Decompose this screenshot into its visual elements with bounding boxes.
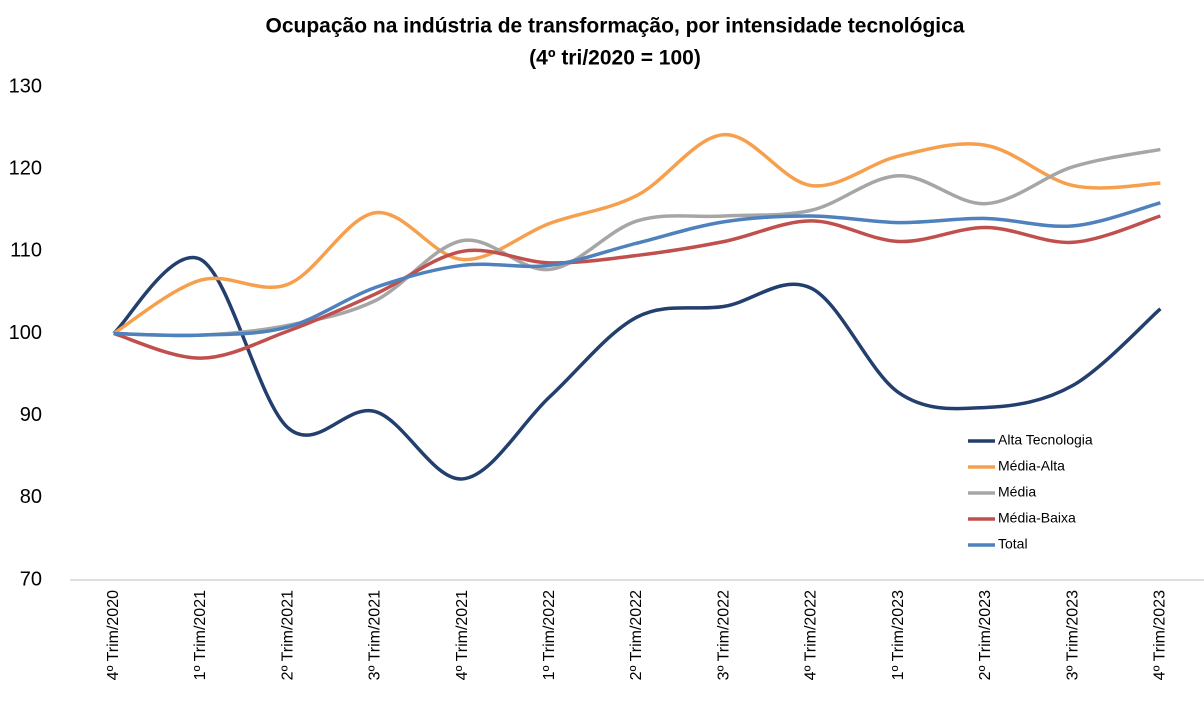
y-tick-label: 70 <box>20 568 42 590</box>
x-tick-label: 1º Trim/2023 <box>890 590 907 680</box>
series-line <box>113 214 1161 360</box>
x-tick-label: 4º Trim/2022 <box>803 590 820 680</box>
series-line <box>113 201 1161 338</box>
x-tick-label: 3º Trim/2022 <box>715 590 732 680</box>
x-tick-label: 2º Trim/2023 <box>977 590 994 680</box>
y-tick-label: 110 <box>10 240 42 262</box>
series-line <box>112 132 1161 335</box>
y-tick-label: 90 <box>20 404 42 426</box>
series-line <box>112 255 1162 481</box>
x-tick-label: 4º Trim/2020 <box>105 590 122 680</box>
chart-title: Ocupação na indústria de transformação, … <box>266 15 965 38</box>
x-tick-label: 4º Trim/2021 <box>454 590 471 680</box>
x-tick-label: 4º Trim/2023 <box>1152 590 1169 680</box>
legend-label: Total <box>998 536 1028 552</box>
y-tick-label: 130 <box>9 75 42 97</box>
legend-label: Média <box>998 484 1036 500</box>
y-tick-label: 80 <box>20 486 42 508</box>
x-tick-label: 2º Trim/2022 <box>628 590 645 680</box>
y-tick-label: 100 <box>9 322 42 344</box>
x-tick-label: 3º Trim/2021 <box>367 590 384 680</box>
legend-label: Alta Tecnologia <box>998 432 1093 448</box>
x-tick-label: 2º Trim/2021 <box>279 590 296 680</box>
x-tick-label: 3º Trim/2023 <box>1064 590 1081 680</box>
x-tick-label: 1º Trim/2022 <box>541 590 558 680</box>
y-tick-label: 120 <box>9 157 42 179</box>
x-tick-label: 1º Trim/2021 <box>192 590 209 680</box>
legend-label: Média-Alta <box>998 458 1065 474</box>
chart-subtitle: (4º tri/2020 = 100) <box>529 47 701 70</box>
legend-label: Média-Baixa <box>998 510 1076 526</box>
